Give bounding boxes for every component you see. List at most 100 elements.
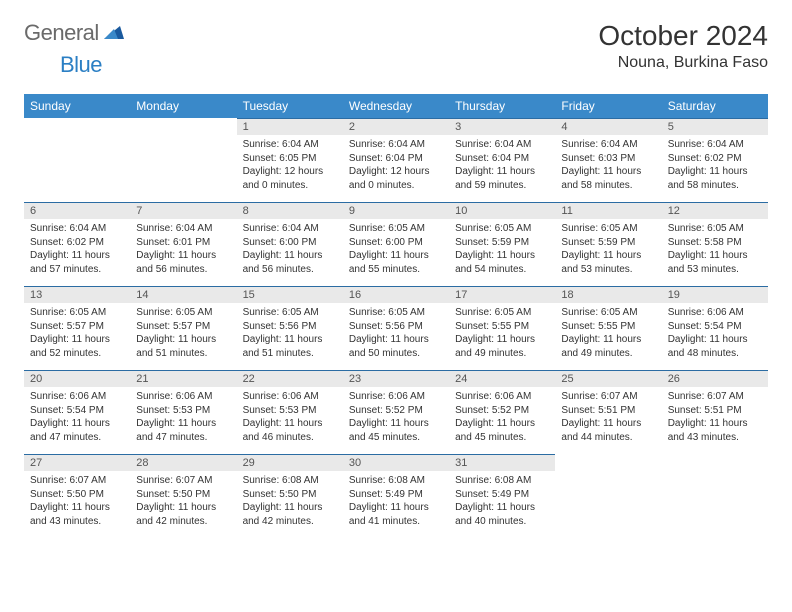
day-body: Sunrise: 6:06 AMSunset: 5:53 PMDaylight:… [130,387,236,454]
day-number: 21 [130,370,236,387]
day-body: Sunrise: 6:06 AMSunset: 5:53 PMDaylight:… [237,387,343,454]
day-cell-19: 19Sunrise: 6:06 AMSunset: 5:54 PMDayligh… [662,286,768,370]
month-title: October 2024 [598,20,768,52]
empty-cell [555,454,661,538]
day-cell-10: 10Sunrise: 6:05 AMSunset: 5:59 PMDayligh… [449,202,555,286]
day-body: Sunrise: 6:05 AMSunset: 5:56 PMDaylight:… [343,303,449,370]
day-body: Sunrise: 6:04 AMSunset: 6:04 PMDaylight:… [449,135,555,202]
day-cell-23: 23Sunrise: 6:06 AMSunset: 5:52 PMDayligh… [343,370,449,454]
empty-cell [24,118,130,202]
calendar-row: 6Sunrise: 6:04 AMSunset: 6:02 PMDaylight… [24,202,768,286]
day-body: Sunrise: 6:05 AMSunset: 5:56 PMDaylight:… [237,303,343,370]
day-cell-20: 20Sunrise: 6:06 AMSunset: 5:54 PMDayligh… [24,370,130,454]
day-cell-21: 21Sunrise: 6:06 AMSunset: 5:53 PMDayligh… [130,370,236,454]
day-body: Sunrise: 6:04 AMSunset: 6:05 PMDaylight:… [237,135,343,202]
day-cell-6: 6Sunrise: 6:04 AMSunset: 6:02 PMDaylight… [24,202,130,286]
day-body: Sunrise: 6:04 AMSunset: 6:00 PMDaylight:… [237,219,343,286]
logo: General [24,20,126,46]
day-cell-13: 13Sunrise: 6:05 AMSunset: 5:57 PMDayligh… [24,286,130,370]
day-body: Sunrise: 6:07 AMSunset: 5:50 PMDaylight:… [24,471,130,538]
calendar-row: 13Sunrise: 6:05 AMSunset: 5:57 PMDayligh… [24,286,768,370]
day-number: 11 [555,202,661,219]
day-body: Sunrise: 6:07 AMSunset: 5:50 PMDaylight:… [130,471,236,538]
day-number: 17 [449,286,555,303]
weekday-row: SundayMondayTuesdayWednesdayThursdayFrid… [24,94,768,118]
calendar-table: SundayMondayTuesdayWednesdayThursdayFrid… [24,94,768,538]
weekday-thursday: Thursday [449,94,555,118]
day-body: Sunrise: 6:05 AMSunset: 5:55 PMDaylight:… [555,303,661,370]
day-cell-7: 7Sunrise: 6:04 AMSunset: 6:01 PMDaylight… [130,202,236,286]
day-cell-11: 11Sunrise: 6:05 AMSunset: 5:59 PMDayligh… [555,202,661,286]
day-cell-29: 29Sunrise: 6:08 AMSunset: 5:50 PMDayligh… [237,454,343,538]
day-number: 15 [237,286,343,303]
day-number: 1 [237,118,343,135]
day-body: Sunrise: 6:04 AMSunset: 6:04 PMDaylight:… [343,135,449,202]
day-body: Sunrise: 6:08 AMSunset: 5:49 PMDaylight:… [343,471,449,538]
weekday-friday: Friday [555,94,661,118]
day-body: Sunrise: 6:06 AMSunset: 5:52 PMDaylight:… [343,387,449,454]
day-cell-28: 28Sunrise: 6:07 AMSunset: 5:50 PMDayligh… [130,454,236,538]
day-number: 30 [343,454,449,471]
weekday-monday: Monday [130,94,236,118]
empty-cell [662,454,768,538]
day-number: 22 [237,370,343,387]
day-body: Sunrise: 6:06 AMSunset: 5:52 PMDaylight:… [449,387,555,454]
day-number: 12 [662,202,768,219]
day-cell-30: 30Sunrise: 6:08 AMSunset: 5:49 PMDayligh… [343,454,449,538]
day-number: 20 [24,370,130,387]
day-body: Sunrise: 6:05 AMSunset: 5:55 PMDaylight:… [449,303,555,370]
day-cell-31: 31Sunrise: 6:08 AMSunset: 5:49 PMDayligh… [449,454,555,538]
day-cell-4: 4Sunrise: 6:04 AMSunset: 6:03 PMDaylight… [555,118,661,202]
day-number: 8 [237,202,343,219]
day-number: 24 [449,370,555,387]
day-cell-16: 16Sunrise: 6:05 AMSunset: 5:56 PMDayligh… [343,286,449,370]
day-cell-24: 24Sunrise: 6:06 AMSunset: 5:52 PMDayligh… [449,370,555,454]
day-cell-17: 17Sunrise: 6:05 AMSunset: 5:55 PMDayligh… [449,286,555,370]
day-body: Sunrise: 6:05 AMSunset: 5:57 PMDaylight:… [24,303,130,370]
day-body: Sunrise: 6:08 AMSunset: 5:50 PMDaylight:… [237,471,343,538]
day-number: 19 [662,286,768,303]
weekday-saturday: Saturday [662,94,768,118]
day-body: Sunrise: 6:05 AMSunset: 5:59 PMDaylight:… [555,219,661,286]
day-body: Sunrise: 6:06 AMSunset: 5:54 PMDaylight:… [24,387,130,454]
day-cell-14: 14Sunrise: 6:05 AMSunset: 5:57 PMDayligh… [130,286,236,370]
day-body: Sunrise: 6:07 AMSunset: 5:51 PMDaylight:… [662,387,768,454]
day-cell-3: 3Sunrise: 6:04 AMSunset: 6:04 PMDaylight… [449,118,555,202]
day-cell-18: 18Sunrise: 6:05 AMSunset: 5:55 PMDayligh… [555,286,661,370]
day-number: 9 [343,202,449,219]
weekday-tuesday: Tuesday [237,94,343,118]
logo-triangle-icon [104,23,124,44]
day-number: 26 [662,370,768,387]
day-number: 7 [130,202,236,219]
calendar-row: 1Sunrise: 6:04 AMSunset: 6:05 PMDaylight… [24,118,768,202]
day-number: 5 [662,118,768,135]
day-body: Sunrise: 6:08 AMSunset: 5:49 PMDaylight:… [449,471,555,538]
day-body: Sunrise: 6:04 AMSunset: 6:02 PMDaylight:… [24,219,130,286]
day-cell-25: 25Sunrise: 6:07 AMSunset: 5:51 PMDayligh… [555,370,661,454]
day-number: 10 [449,202,555,219]
day-body: Sunrise: 6:05 AMSunset: 5:59 PMDaylight:… [449,219,555,286]
day-number: 28 [130,454,236,471]
day-number: 23 [343,370,449,387]
day-number: 25 [555,370,661,387]
calendar-row: 27Sunrise: 6:07 AMSunset: 5:50 PMDayligh… [24,454,768,538]
day-cell-26: 26Sunrise: 6:07 AMSunset: 5:51 PMDayligh… [662,370,768,454]
weekday-sunday: Sunday [24,94,130,118]
day-number: 3 [449,118,555,135]
day-number: 18 [555,286,661,303]
day-body: Sunrise: 6:07 AMSunset: 5:51 PMDaylight:… [555,387,661,454]
day-number: 27 [24,454,130,471]
day-number: 4 [555,118,661,135]
logo-word1: General [24,20,99,46]
day-number: 29 [237,454,343,471]
day-body: Sunrise: 6:04 AMSunset: 6:03 PMDaylight:… [555,135,661,202]
day-cell-5: 5Sunrise: 6:04 AMSunset: 6:02 PMDaylight… [662,118,768,202]
day-number: 31 [449,454,555,471]
day-body: Sunrise: 6:05 AMSunset: 5:58 PMDaylight:… [662,219,768,286]
day-number: 16 [343,286,449,303]
day-cell-1: 1Sunrise: 6:04 AMSunset: 6:05 PMDaylight… [237,118,343,202]
day-number: 6 [24,202,130,219]
weekday-wednesday: Wednesday [343,94,449,118]
day-cell-12: 12Sunrise: 6:05 AMSunset: 5:58 PMDayligh… [662,202,768,286]
day-cell-2: 2Sunrise: 6:04 AMSunset: 6:04 PMDaylight… [343,118,449,202]
